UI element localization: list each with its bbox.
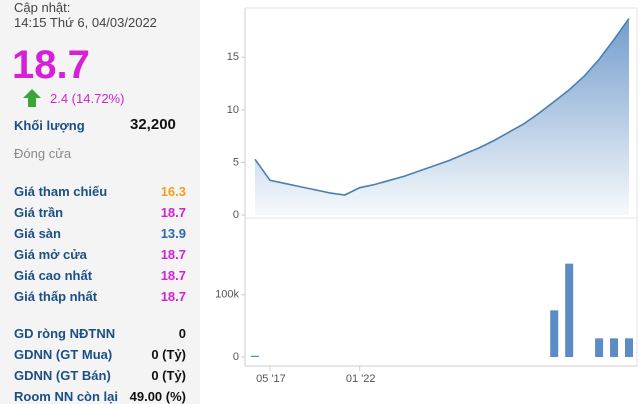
foreign-label: GD ròng NĐTNN: [14, 326, 116, 341]
price-value: 18.7: [160, 247, 186, 262]
x-tick-label: 01 '22: [346, 373, 376, 385]
bar: [550, 310, 559, 357]
y-tick-label: 100k: [215, 289, 239, 301]
foreign-value: 49.00 (%): [129, 389, 186, 404]
price-label: Giá tham chiếu: [14, 184, 108, 199]
y-tick-label: 0: [233, 351, 239, 363]
price-value: 16.3: [160, 184, 186, 199]
area: [255, 18, 629, 216]
foreign-label: Room NN còn lại: [14, 389, 119, 404]
price-label: Giá sàn: [14, 226, 61, 241]
price-label: Giá trần: [14, 205, 64, 220]
y-tick-label: 15: [227, 51, 239, 63]
up-arrow: [23, 89, 41, 107]
quote-panel: Cập nhật: 14:15 Thứ 6, 04/03/2022 18.7 2…: [0, 0, 200, 404]
price-value: 18.7: [160, 289, 186, 304]
price-label: Giá thấp nhất: [14, 289, 98, 304]
price-value: 13.9: [160, 226, 186, 241]
x-tick-label: 05 '17: [256, 373, 286, 385]
price-value: 18.7: [160, 205, 186, 220]
price-label: Giá cao nhất: [14, 268, 93, 283]
y-tick-label: 10: [227, 104, 239, 116]
foreign-label: GDNN (GT Bán): [14, 368, 111, 383]
status: Đóng cửa: [14, 146, 72, 161]
price: 18.7: [12, 43, 90, 87]
bar: [565, 263, 574, 357]
update-time: 14:15 Thứ 6, 04/03/2022: [14, 15, 157, 30]
bar: [625, 338, 633, 357]
line: [254, 17, 630, 196]
volume-label: Khối lượng: [14, 118, 85, 133]
volume: 32,200: [130, 116, 176, 133]
update-label: Cập nhật:: [14, 0, 71, 15]
y-tick-label: 5: [233, 156, 239, 168]
bar: [251, 355, 259, 357]
foreign-value: 0 (Tỷ): [151, 347, 186, 362]
foreign-value: 0: [178, 326, 186, 341]
price-value: 18.7: [160, 268, 186, 283]
price-label: Giá mở cửa: [14, 247, 87, 262]
bar: [610, 338, 619, 357]
change: 2.4 (14.72%): [50, 91, 125, 106]
foreign-label: GDNN (GT Mua): [14, 347, 113, 362]
bar: [595, 338, 604, 357]
y-tick-label: 0: [233, 209, 239, 221]
foreign-value: 0 (Tỷ): [151, 368, 186, 383]
